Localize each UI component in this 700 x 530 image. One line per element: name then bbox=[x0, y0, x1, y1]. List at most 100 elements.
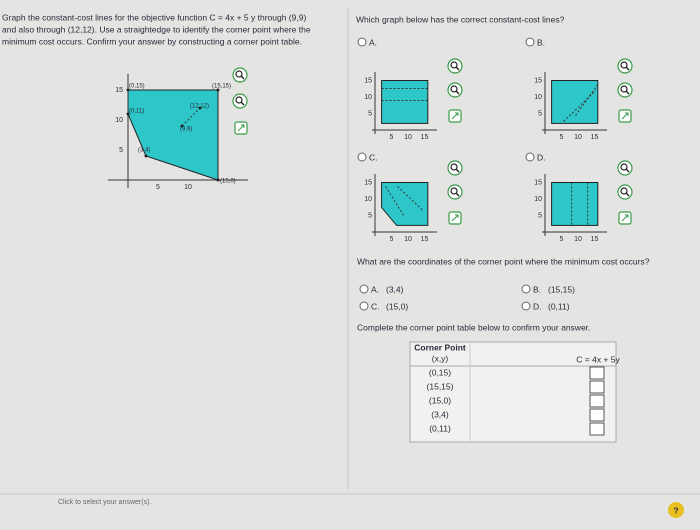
zoom-icon bbox=[625, 90, 630, 95]
zoom-icon bbox=[240, 75, 245, 80]
y-tick-label: 5 bbox=[368, 212, 372, 219]
radio-button[interactable] bbox=[359, 301, 369, 311]
table-cell: (0,11) bbox=[429, 423, 451, 433]
y-tick-label: 15 bbox=[364, 179, 372, 186]
point-label: (0,11) bbox=[129, 109, 144, 115]
instruction: Complete the corner point table below to… bbox=[357, 322, 590, 332]
question-text: minimum cost occurs. Confirm your answer… bbox=[2, 36, 302, 46]
table bbox=[409, 341, 617, 443]
question-text: Graph the constant-cost lines for the ob… bbox=[2, 12, 306, 22]
region bbox=[381, 182, 429, 226]
point bbox=[216, 88, 220, 92]
table-cell: (15,0) bbox=[429, 395, 451, 405]
zoom-icon bbox=[455, 90, 460, 95]
radio-button[interactable] bbox=[521, 284, 531, 294]
x-tick-label: 15 bbox=[421, 134, 429, 141]
option-answer: (0,11) bbox=[548, 301, 570, 311]
option-label: C. bbox=[371, 301, 380, 311]
question-text: Which graph below has the correct consta… bbox=[356, 14, 565, 24]
answer-input[interactable] bbox=[589, 394, 605, 408]
zoom-icon bbox=[235, 96, 243, 104]
zoom-icon bbox=[450, 85, 458, 93]
y-tick-label: 10 bbox=[364, 94, 372, 101]
radio-button[interactable] bbox=[357, 37, 367, 47]
radio-button[interactable] bbox=[521, 301, 531, 311]
radio-button[interactable] bbox=[357, 152, 367, 162]
radio-button[interactable] bbox=[525, 37, 535, 47]
x-tick-label: 5 bbox=[390, 134, 394, 141]
y-tick-label: 5 bbox=[368, 110, 372, 117]
point-label: (0,15) bbox=[129, 84, 145, 90]
zoom-icon bbox=[625, 66, 630, 71]
answer-input[interactable] bbox=[589, 380, 605, 394]
cost-line bbox=[563, 90, 597, 122]
radio-button[interactable] bbox=[525, 152, 535, 162]
open-icon bbox=[621, 112, 629, 120]
y-tick-label: 5 bbox=[119, 147, 123, 154]
table-header: C = 4x + 5y bbox=[576, 354, 620, 364]
answer-input[interactable] bbox=[589, 422, 605, 436]
x-tick-label: 10 bbox=[574, 236, 582, 243]
x-tick-label: 5 bbox=[156, 184, 160, 191]
zoom-icon bbox=[620, 163, 628, 171]
zoom-icon bbox=[625, 168, 630, 173]
option-label: A. bbox=[369, 37, 377, 47]
y-tick-label: 10 bbox=[115, 117, 123, 124]
zoom-button[interactable] bbox=[617, 82, 633, 98]
point-label: (12,12) bbox=[190, 104, 209, 110]
cost-line bbox=[385, 186, 405, 216]
y-tick-label: 15 bbox=[534, 179, 542, 186]
zoom-icon bbox=[450, 163, 458, 171]
zoom-icon bbox=[455, 66, 460, 71]
region bbox=[551, 80, 599, 124]
y-tick-label: 5 bbox=[538, 110, 542, 117]
table-header: (x,y) bbox=[432, 353, 449, 363]
x-tick-label: 5 bbox=[390, 236, 394, 243]
cost-line bbox=[181, 107, 201, 127]
option-answer: (15,15) bbox=[548, 284, 575, 294]
zoom-button[interactable] bbox=[447, 58, 463, 74]
x-tick-label: 5 bbox=[560, 236, 564, 243]
zoom-icon bbox=[625, 192, 630, 197]
answer-input[interactable] bbox=[589, 408, 605, 422]
option-label: D. bbox=[533, 301, 542, 311]
point bbox=[216, 178, 220, 182]
open-icon bbox=[621, 214, 629, 222]
zoom-button[interactable] bbox=[617, 58, 633, 74]
zoom-icon bbox=[235, 70, 243, 78]
open-icon bbox=[237, 124, 245, 132]
zoom-icon bbox=[240, 101, 245, 106]
open-icon bbox=[451, 112, 459, 120]
option-label: A. bbox=[371, 284, 379, 294]
help-button[interactable] bbox=[668, 502, 684, 518]
footer-text: Click to select your answer(s). bbox=[58, 499, 151, 506]
zoom-button[interactable] bbox=[232, 93, 248, 109]
option-answer: (15,0) bbox=[386, 301, 408, 311]
point bbox=[144, 154, 148, 158]
question-text: What are the coordinates of the corner p… bbox=[357, 256, 650, 266]
zoom-button[interactable] bbox=[232, 67, 248, 83]
point bbox=[126, 112, 130, 116]
region bbox=[381, 80, 429, 124]
zoom-button[interactable] bbox=[447, 82, 463, 98]
x-tick-label: 15 bbox=[591, 236, 599, 243]
zoom-button[interactable] bbox=[617, 184, 633, 200]
open-icon bbox=[451, 214, 459, 222]
option-answer: (3,4) bbox=[386, 284, 404, 294]
zoom-button[interactable] bbox=[447, 160, 463, 176]
y-tick-label: 10 bbox=[534, 196, 542, 203]
radio-button[interactable] bbox=[359, 284, 369, 294]
option-label: C. bbox=[369, 152, 378, 162]
y-tick-label: 10 bbox=[364, 196, 372, 203]
zoom-icon bbox=[455, 192, 460, 197]
zoom-button[interactable] bbox=[447, 184, 463, 200]
point-label: (9,9) bbox=[180, 127, 192, 133]
x-tick-label: 10 bbox=[404, 134, 412, 141]
region bbox=[551, 182, 599, 226]
x-tick-label: 10 bbox=[184, 184, 192, 191]
zoom-button[interactable] bbox=[617, 160, 633, 176]
x-tick-label: 10 bbox=[404, 236, 412, 243]
option-label: D. bbox=[537, 152, 546, 162]
answer-input[interactable] bbox=[589, 366, 605, 380]
option-label: B. bbox=[537, 37, 545, 47]
